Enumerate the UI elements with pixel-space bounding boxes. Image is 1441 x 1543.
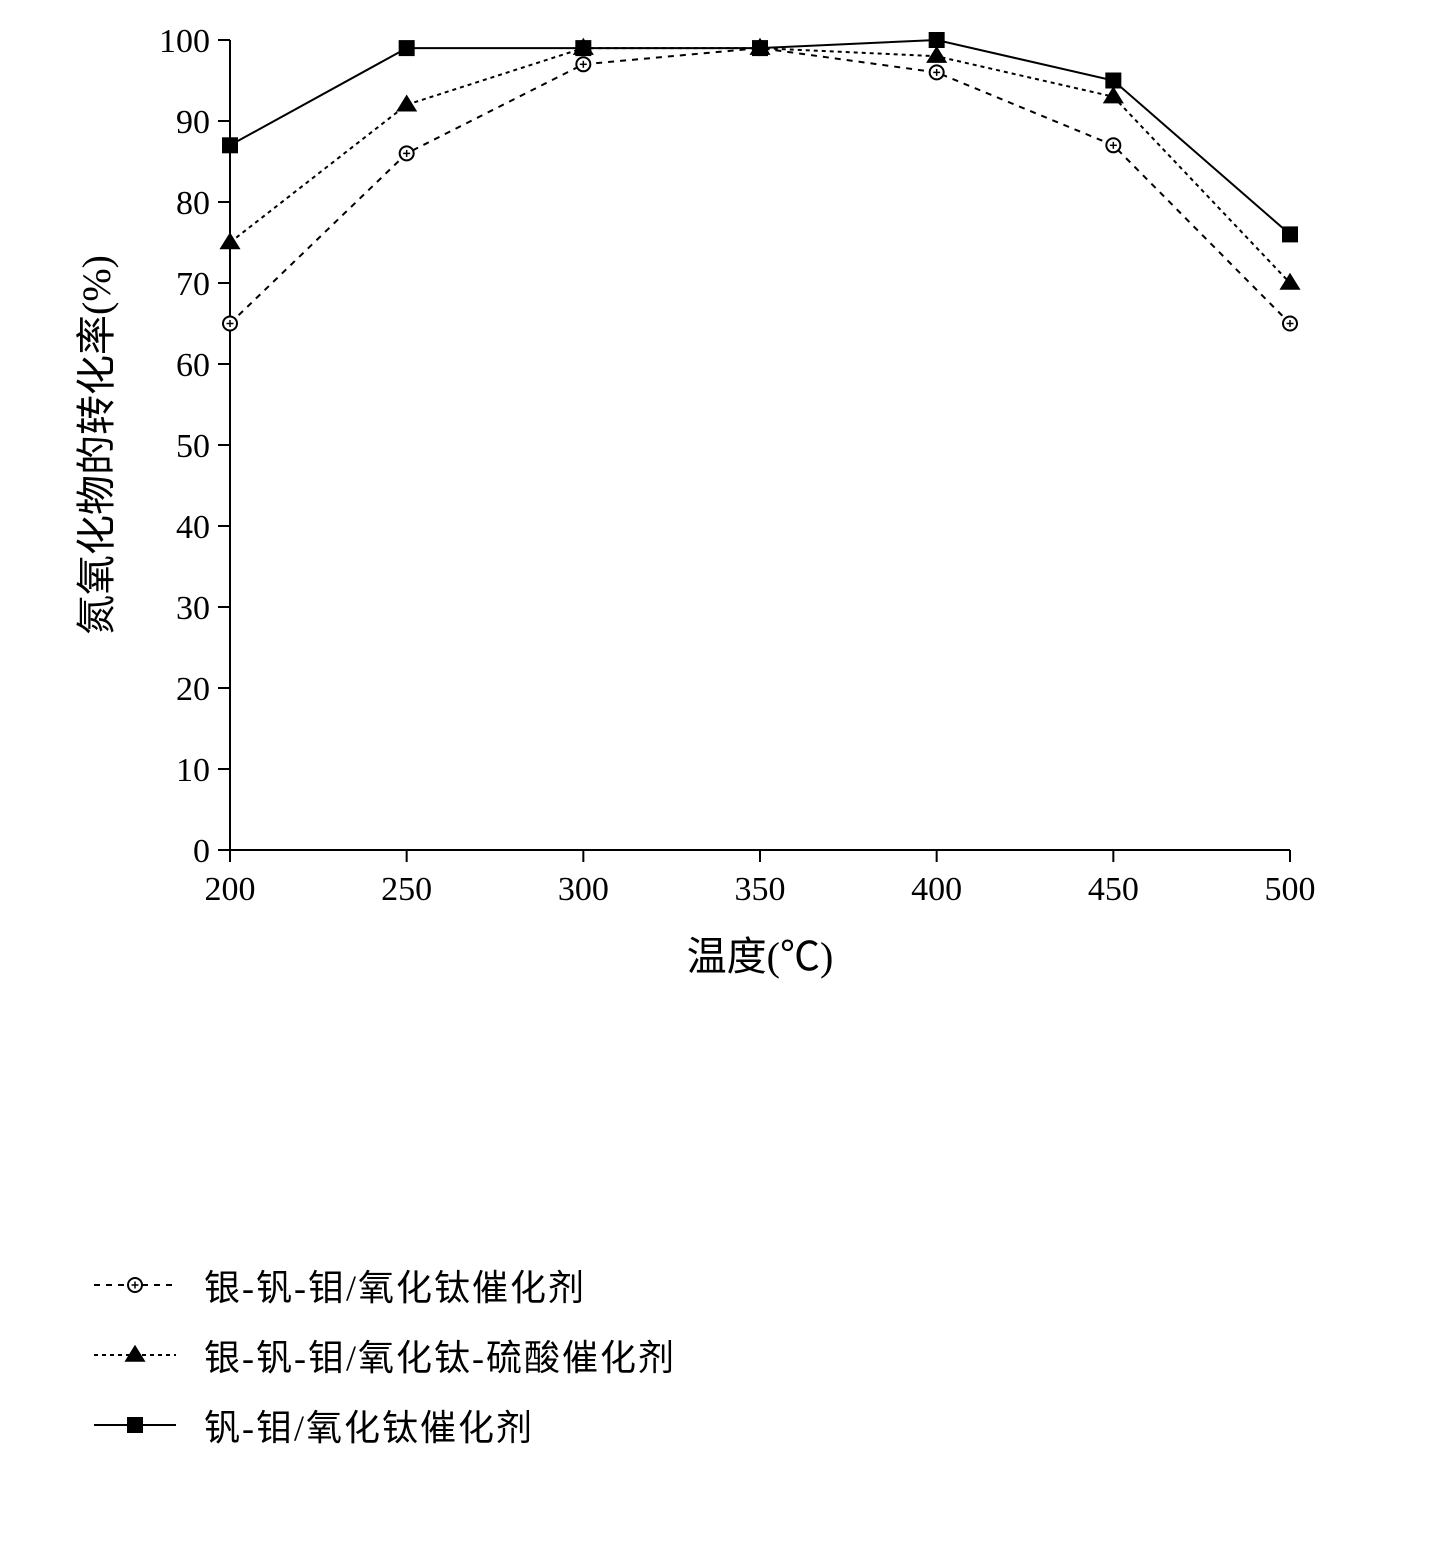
svg-text:温度(℃): 温度(℃) — [687, 934, 834, 979]
svg-text:500: 500 — [1265, 871, 1316, 908]
svg-text:400: 400 — [911, 871, 962, 908]
legend: 银-钒-钼/氧化钛催化剂 银-钒-钼/氧化钛-硫酸催化剂 钒-钼/氧化钛催化剂 — [90, 1250, 676, 1460]
legend-swatch-series-a — [90, 1267, 180, 1303]
legend-item: 钒-钼/氧化钛催化剂 — [90, 1390, 676, 1460]
legend-item: 银-钒-钼/氧化钛催化剂 — [90, 1250, 676, 1320]
svg-text:40: 40 — [176, 509, 210, 546]
svg-text:450: 450 — [1088, 871, 1139, 908]
legend-item: 银-钒-钼/氧化钛-硫酸催化剂 — [90, 1320, 676, 1390]
svg-text:350: 350 — [735, 871, 786, 908]
svg-text:250: 250 — [381, 871, 432, 908]
svg-text:80: 80 — [176, 185, 210, 222]
svg-text:0: 0 — [193, 833, 210, 870]
svg-text:30: 30 — [176, 590, 210, 627]
svg-text:10: 10 — [176, 752, 210, 789]
legend-label: 银-钒-钼/氧化钛催化剂 — [204, 1259, 586, 1311]
svg-text:300: 300 — [558, 871, 609, 908]
line-chart: 0 10 20 30 40 50 60 70 80 90 100 200 250 300 350 400 450… — [60, 20, 1360, 1020]
svg-text:20: 20 — [176, 671, 210, 708]
chart-container: 0 10 20 30 40 50 60 70 80 90 100 200 250 300 350 400 450… — [60, 20, 1360, 1025]
svg-text:70: 70 — [176, 266, 210, 303]
svg-text:90: 90 — [176, 104, 210, 141]
svg-text:100: 100 — [159, 23, 210, 60]
svg-text:氮氧化物的转化率(%): 氮氧化物的转化率(%) — [74, 255, 119, 635]
svg-text:50: 50 — [176, 428, 210, 465]
legend-label: 银-钒-钼/氧化钛-硫酸催化剂 — [204, 1329, 676, 1381]
legend-label: 钒-钼/氧化钛催化剂 — [204, 1399, 534, 1451]
svg-text:60: 60 — [176, 347, 210, 384]
legend-swatch-series-c — [90, 1407, 180, 1443]
page-root: 0 10 20 30 40 50 60 70 80 90 100 200 250 300 350 400 450… — [0, 0, 1441, 1543]
legend-swatch-series-b — [90, 1337, 180, 1373]
svg-text:200: 200 — [205, 871, 256, 908]
